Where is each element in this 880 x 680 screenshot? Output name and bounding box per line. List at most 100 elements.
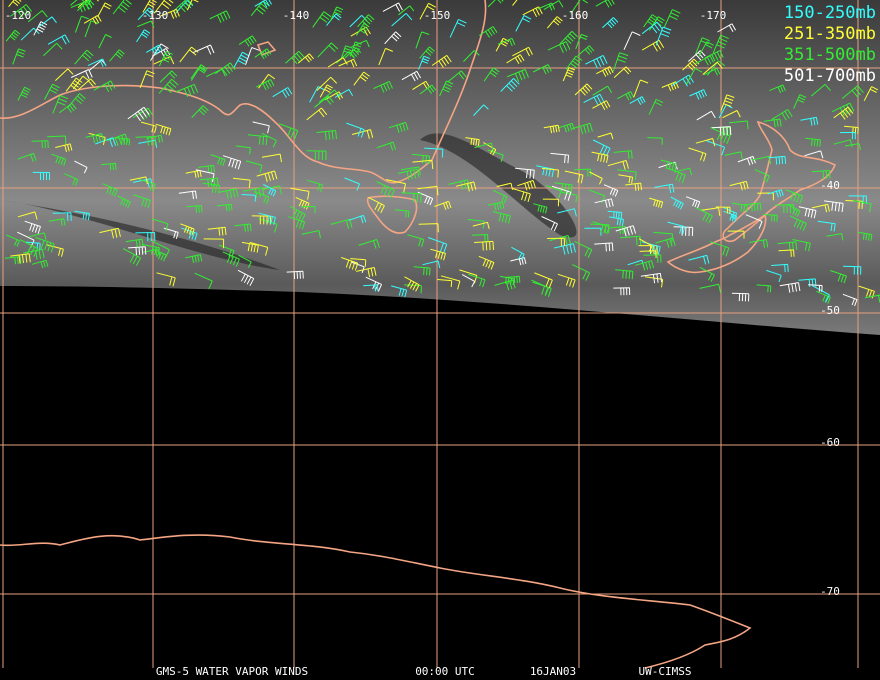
wind-barb — [178, 190, 197, 200]
wind-barb — [471, 234, 489, 242]
wind-barb — [727, 230, 745, 239]
wind-barb — [612, 52, 629, 72]
wind-barb — [842, 293, 858, 307]
wind-barb — [709, 241, 730, 257]
wind-barb — [805, 137, 821, 147]
wind-barb — [542, 198, 559, 207]
wind-barb — [44, 83, 60, 100]
wind-barb — [232, 177, 251, 188]
wind-barb — [613, 287, 631, 296]
wind-barb — [48, 218, 66, 226]
wind-barb — [70, 69, 93, 80]
lat-label: -50 — [820, 304, 840, 317]
wind-barb — [689, 89, 708, 100]
wind-barb — [543, 124, 560, 134]
wind-barb — [640, 272, 663, 284]
dry-region — [0, 133, 577, 270]
wind-barb — [415, 31, 430, 49]
wind-barb — [394, 209, 410, 218]
wind-barb — [557, 273, 576, 288]
wind-barb — [699, 266, 715, 282]
wind-barb — [510, 257, 527, 266]
wind-barb — [810, 83, 831, 97]
wind-barbs — [4, 0, 880, 307]
wind-barb — [180, 223, 195, 236]
wind-barb — [534, 272, 553, 289]
wind-barb — [852, 200, 872, 213]
lon-label: -120 — [5, 9, 32, 22]
wind-barb — [401, 70, 422, 82]
wind-barb — [306, 150, 327, 161]
wind-barb — [254, 0, 273, 8]
wind-barb — [272, 87, 293, 98]
wind-barb — [117, 195, 131, 208]
wind-barb — [430, 248, 446, 261]
wind-barb — [661, 81, 679, 92]
island — [256, 41, 277, 57]
wind-barb — [194, 272, 213, 290]
wind-barb — [512, 188, 531, 203]
wind-barb — [769, 84, 786, 94]
wind-barb — [517, 180, 536, 191]
wind-barb — [531, 279, 550, 296]
wind-barb — [589, 171, 603, 185]
wind-barb — [346, 122, 365, 138]
wind-barb — [112, 0, 132, 15]
wind-barb — [350, 258, 367, 267]
wind-barb — [203, 238, 225, 249]
wind-barb — [424, 147, 444, 158]
wind-barb — [515, 167, 535, 179]
wind-barb — [473, 104, 489, 116]
wind-barb — [251, 215, 271, 225]
wind-barb — [700, 207, 721, 216]
wind-barb — [647, 137, 663, 145]
wind-barb — [87, 58, 107, 67]
wind-barb — [798, 206, 817, 219]
wind-barb — [106, 133, 129, 147]
wind-barb — [800, 116, 819, 126]
wind-barb — [557, 208, 577, 217]
wind-barb — [218, 188, 239, 199]
wind-barb — [418, 223, 439, 233]
wind-barb — [546, 16, 563, 29]
wind-barb — [253, 191, 270, 204]
wind-barb — [285, 50, 305, 65]
wind-barb — [47, 34, 70, 45]
wind-barb — [4, 256, 22, 265]
wind-barb — [210, 154, 226, 166]
imagery-band — [0, 0, 880, 335]
wind-barb — [98, 34, 112, 49]
wind-barb — [24, 220, 41, 234]
wind-barb — [151, 240, 170, 258]
wind-barb — [249, 241, 269, 256]
lat-label: -60 — [820, 436, 840, 449]
wind-barb — [6, 234, 20, 247]
wind-barb — [431, 54, 452, 68]
wind-barb — [234, 223, 252, 232]
wind-barb — [717, 23, 737, 33]
wind-barb — [655, 26, 672, 46]
wind-barb — [643, 14, 659, 28]
antarctica — [0, 534, 752, 669]
wind-barb — [804, 150, 824, 159]
wind-barb — [142, 0, 157, 13]
wind-barb — [222, 155, 242, 170]
wind-barb — [715, 206, 731, 214]
wind-barb — [195, 169, 215, 183]
wind-barb — [85, 133, 104, 143]
wind-barb — [348, 214, 367, 224]
wind-barb — [135, 232, 156, 242]
wind-barb — [17, 211, 38, 220]
wind-barb — [532, 64, 552, 75]
coastline — [0, 0, 487, 184]
wind-barb — [340, 45, 353, 61]
wind-barb — [312, 11, 332, 28]
wind-barb — [641, 241, 661, 256]
wind-barb — [811, 203, 830, 213]
wind-barb — [572, 122, 593, 135]
wind-barb — [437, 279, 453, 288]
wind-barb — [391, 285, 408, 298]
wind-barb — [368, 196, 385, 214]
wind-barb — [412, 159, 434, 170]
wind-barb — [553, 243, 576, 255]
